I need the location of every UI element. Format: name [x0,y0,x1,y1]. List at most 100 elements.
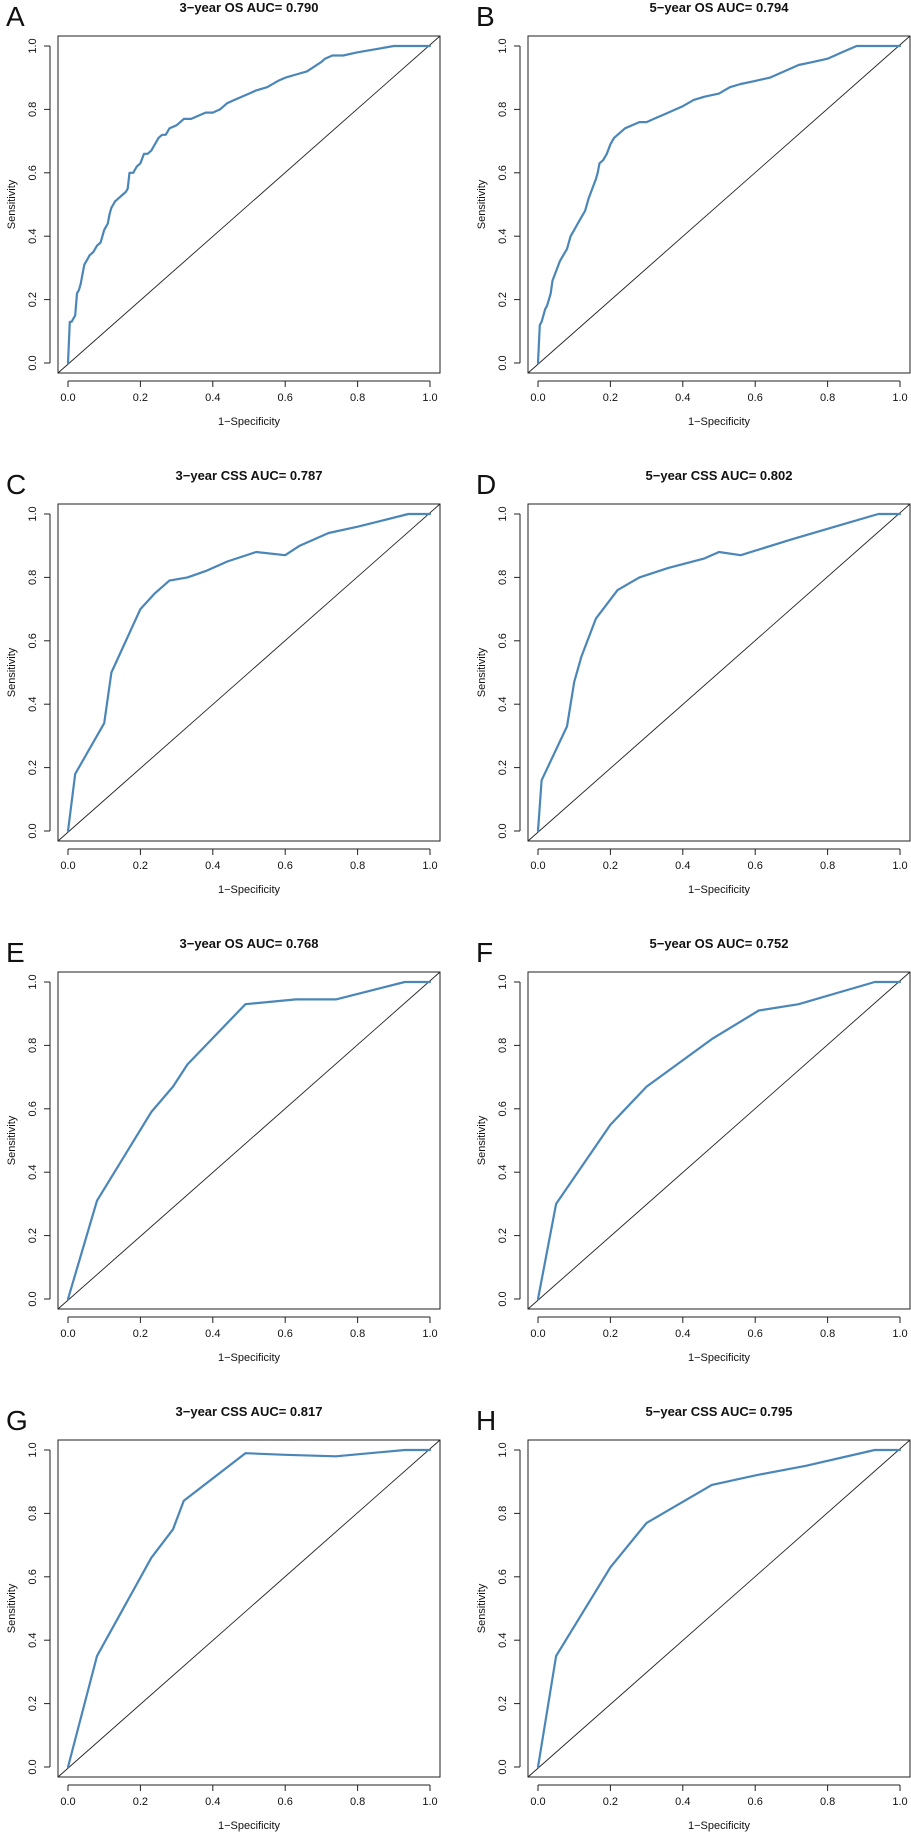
x-tick-label: 1.0 [422,1796,437,1808]
y-tick-label: 0.8 [497,1506,509,1521]
x-tick-label: 0.6 [748,392,763,404]
x-tick-label: 0.4 [205,392,220,404]
y-tick-label: 0.6 [497,165,509,180]
x-tick-label: 0.4 [205,860,220,872]
y-axis-label: Sensitivity [476,179,488,229]
x-tick-label: 0.6 [748,1796,763,1808]
x-tick-label: 0.6 [748,1328,763,1340]
reference-diagonal [527,1439,911,1778]
x-axis-label: 1−Specificity [688,416,751,428]
y-tick-label: 0.8 [27,570,39,585]
roc-panel-e: E 3−year OS AUC= 0.768 0.0 0.2 0.4 0.6 0.8 1.0 0… [6,936,441,1364]
roc-panel-a: A 3−year OS AUC= 0.790 0.0 0.2 0.4 0.6 0.8 1.0 0… [6,0,441,428]
x-tick-label: 0.4 [675,392,690,404]
x-tick-label: 1.0 [892,860,907,872]
chart-title: 5−year CSS AUC= 0.802 [646,468,793,483]
roc-panel-d: D 5−year CSS AUC= 0.802 0.0 0.2 0.4 0.6 0.8 1.0… [476,468,911,896]
roc-panel-g: G 3−year CSS AUC= 0.817 0.0 0.2 0.4 0.6 0.8 1.0… [6,1404,441,1832]
reference-diagonal [57,503,441,842]
y-axis-label: Sensitivity [6,1115,18,1165]
y-tick-label: 0.2 [27,292,39,307]
x-tick-label: 0.4 [675,1796,690,1808]
plot-frame [527,503,911,842]
y-tick-label: 0.0 [27,355,39,370]
x-axis-label: 1−Specificity [688,884,751,896]
y-tick-label: 1.0 [497,506,509,521]
x-tick-label: 1.0 [422,392,437,404]
x-tick-label: 0.2 [133,392,148,404]
x-tick-label: 0.0 [530,1328,545,1340]
y-tick-label: 0.4 [497,229,509,244]
plot-frame [57,1439,441,1778]
x-tick-label: 0.6 [748,860,763,872]
y-tick-label: 0.0 [27,1759,39,1774]
panel-letter: H [476,1405,496,1436]
x-tick-label: 0.8 [350,860,365,872]
x-tick-label: 0.8 [820,1328,835,1340]
x-tick-label: 0.2 [603,860,618,872]
y-axis-label: Sensitivity [476,1115,488,1165]
reference-diagonal [527,35,911,374]
x-tick-label: 0.0 [60,860,75,872]
x-tick-label: 0.0 [530,860,545,872]
y-tick-label: 1.0 [27,38,39,53]
x-tick-label: 0.6 [278,392,293,404]
y-axis-label: Sensitivity [6,647,18,697]
y-tick-label: 0.8 [27,1038,39,1053]
y-tick-label: 0.6 [497,633,509,648]
y-tick-label: 0.4 [27,1633,39,1648]
x-axis-label: 1−Specificity [218,1352,281,1364]
x-tick-label: 0.4 [205,1796,220,1808]
x-tick-label: 0.8 [820,392,835,404]
reference-diagonal [527,971,911,1310]
plot-frame [57,35,441,374]
x-tick-label: 0.0 [530,392,545,404]
x-tick-label: 0.2 [133,860,148,872]
y-tick-label: 0.6 [27,1569,39,1584]
x-tick-label: 0.2 [603,1796,618,1808]
y-tick-label: 0.0 [497,1759,509,1774]
panel-letter: B [476,1,495,32]
y-tick-label: 0.4 [27,697,39,712]
y-tick-label: 0.2 [497,760,509,775]
plot-frame [527,1439,911,1778]
y-tick-label: 0.2 [497,292,509,307]
y-tick-label: 0.2 [27,1696,39,1711]
x-tick-label: 0.4 [675,1328,690,1340]
y-tick-label: 0.0 [497,355,509,370]
x-tick-label: 0.0 [530,1796,545,1808]
reference-diagonal [57,971,441,1310]
x-tick-label: 0.6 [278,1796,293,1808]
x-tick-label: 0.4 [205,1328,220,1340]
x-tick-label: 0.0 [60,392,75,404]
x-tick-label: 0.8 [820,1796,835,1808]
x-tick-label: 0.6 [278,1328,293,1340]
roc-curve [66,1448,432,1769]
roc-curve [536,1448,902,1769]
y-tick-label: 0.8 [497,102,509,117]
y-tick-label: 0.4 [27,1165,39,1180]
y-tick-label: 0.4 [497,1633,509,1648]
panel-letter: F [476,937,493,968]
panel-letter: C [6,469,26,500]
y-tick-label: 0.2 [497,1696,509,1711]
y-axis-label: Sensitivity [6,1583,18,1633]
x-tick-label: 0.2 [133,1796,148,1808]
panel-letter: A [6,1,25,32]
y-tick-label: 0.0 [27,1291,39,1306]
roc-panel-f: F 5−year OS AUC= 0.752 0.0 0.2 0.4 0.6 0.8 1.0 0… [476,936,911,1364]
chart-title: 3−year OS AUC= 0.768 [180,936,319,951]
x-axis-label: 1−Specificity [218,884,281,896]
y-tick-label: 0.8 [497,1038,509,1053]
y-tick-label: 0.8 [497,570,509,585]
x-tick-label: 0.4 [675,860,690,872]
plot-frame [527,971,911,1310]
chart-title: 5−year OS AUC= 0.752 [650,936,789,951]
y-tick-label: 0.0 [497,823,509,838]
y-tick-label: 0.4 [27,229,39,244]
x-tick-label: 0.8 [350,1796,365,1808]
panel-letter: E [6,937,25,968]
y-tick-label: 1.0 [27,506,39,521]
x-tick-label: 1.0 [892,1796,907,1808]
x-tick-label: 0.0 [60,1328,75,1340]
